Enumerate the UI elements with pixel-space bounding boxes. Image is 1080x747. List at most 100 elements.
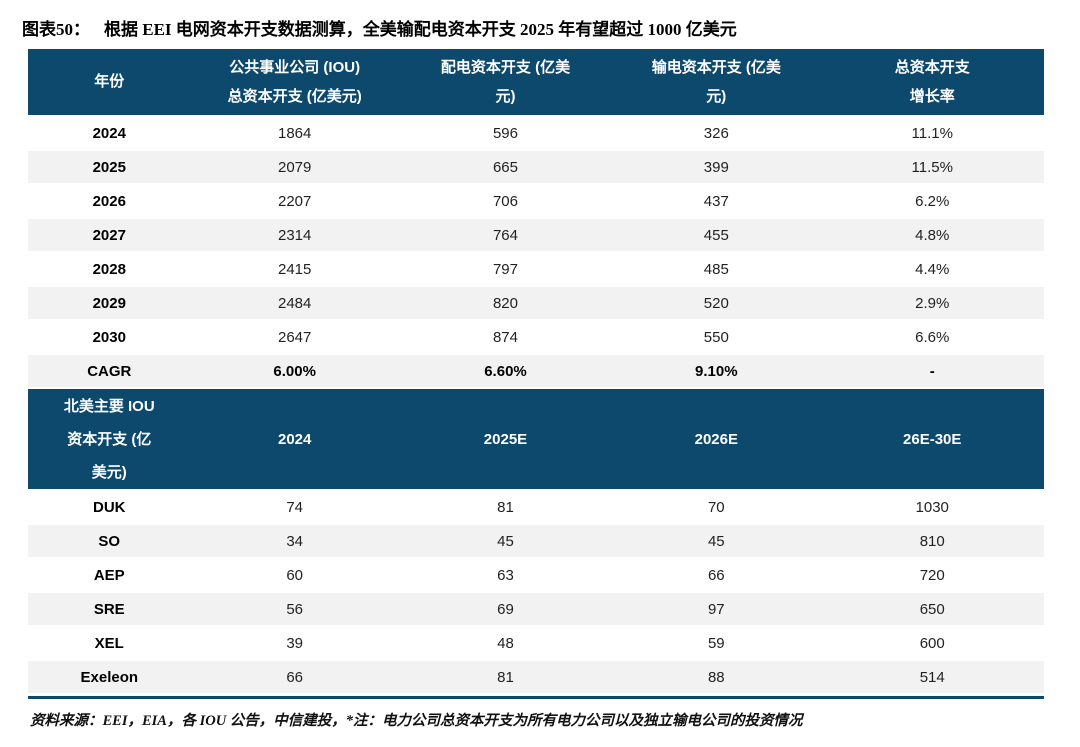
- table-bottom-rule: [28, 696, 1044, 699]
- cell-value: 2415: [190, 251, 399, 287]
- cell-value: 70: [612, 489, 821, 525]
- row-label: 2028: [28, 251, 191, 287]
- cell-value: 45: [398, 523, 613, 559]
- column-header: 北美主要 IOU 资本开支 (亿 美元): [28, 387, 191, 490]
- figure-title-text: 根据 EEI 电网资本开支数据测算，全美输配电资本开支 2025 年有望超过 1…: [104, 20, 737, 39]
- table-row: SRE 56 69 97 650: [28, 591, 1044, 627]
- cell-value: 4.4%: [820, 251, 1044, 287]
- cell-value: 69: [398, 591, 613, 627]
- cell-value: 596: [398, 115, 613, 151]
- cell-value: 1030: [820, 489, 1044, 525]
- cell-value: 4.8%: [820, 217, 1044, 253]
- row-label: 2026: [28, 183, 191, 219]
- cell-value: 88: [612, 659, 821, 695]
- cell-value: 60: [190, 557, 399, 593]
- cell-value: 34: [190, 523, 399, 559]
- cell-value: 514: [820, 659, 1044, 695]
- cell-value: 810: [820, 523, 1044, 559]
- table-row: 2027 2314 764 455 4.8%: [28, 217, 1044, 253]
- cell-value: 2.9%: [820, 285, 1044, 321]
- row-label: CAGR: [28, 353, 191, 389]
- cell-value: 874: [398, 319, 613, 355]
- cell-value: 2079: [190, 149, 399, 185]
- cell-value: 6.60%: [398, 353, 613, 389]
- column-header: 公共事业公司 (IOU) 总资本开支 (亿美元): [190, 49, 399, 116]
- cell-value: 66: [612, 557, 821, 593]
- row-label: 2025: [28, 149, 191, 185]
- cell-value: 820: [398, 285, 613, 321]
- cell-value: 2207: [190, 183, 399, 219]
- cell-value: 455: [612, 217, 821, 253]
- cell-value: 326: [612, 115, 821, 151]
- cell-value: 11.5%: [820, 149, 1044, 185]
- column-header: 配电资本开支 (亿美 元): [398, 49, 613, 116]
- cell-value: 97: [612, 591, 821, 627]
- table-row: XEL 39 48 59 600: [28, 625, 1044, 661]
- table-row: AEP 60 63 66 720: [28, 557, 1044, 593]
- column-header: 总资本开支 增长率: [820, 49, 1044, 116]
- figure-label: 图表50：: [22, 20, 90, 39]
- row-label: DUK: [28, 489, 191, 525]
- cell-value: 11.1%: [820, 115, 1044, 151]
- cell-value: 764: [398, 217, 613, 253]
- cell-value: 2314: [190, 217, 399, 253]
- cell-value: 650: [820, 591, 1044, 627]
- cell-value: 9.10%: [612, 353, 821, 389]
- row-label: 2029: [28, 285, 191, 321]
- table-row: 2025 2079 665 399 11.5%: [28, 149, 1044, 185]
- cell-value: 74: [190, 489, 399, 525]
- cell-value: 2647: [190, 319, 399, 355]
- cell-value: 56: [190, 591, 399, 627]
- row-label: SRE: [28, 591, 191, 627]
- cell-value: 48: [398, 625, 613, 661]
- cell-value: 81: [398, 659, 613, 695]
- cell-value: 59: [612, 625, 821, 661]
- table-row: 2028 2415 797 485 4.4%: [28, 251, 1044, 287]
- table-row: 2024 1864 596 326 11.1%: [28, 115, 1044, 151]
- cell-value: 665: [398, 149, 613, 185]
- table-row: Exeleon 66 81 88 514: [28, 659, 1044, 695]
- national-table-body: 2024 1864 596 326 11.1% 2025 2079 665 399 11.5% 20…: [28, 115, 1044, 389]
- row-label: SO: [28, 523, 191, 559]
- iou-table-body: DUK 74 81 70 1030 SO 34 45 45 810 AEP 60 63 66 720 SRE 5…: [28, 489, 1044, 695]
- cell-value: 550: [612, 319, 821, 355]
- cell-value: 81: [398, 489, 613, 525]
- row-label: 2030: [28, 319, 191, 355]
- column-header: 2024: [190, 387, 399, 490]
- table-row: 2030 2647 874 550 6.6%: [28, 319, 1044, 355]
- iou-table-header: 北美主要 IOU 资本开支 (亿 美元) 2024 2025E 2026E 26E-30…: [28, 387, 1044, 490]
- column-header: 输电资本开支 (亿美 元): [612, 49, 821, 116]
- cell-value: 66: [190, 659, 399, 695]
- cell-value: 6.00%: [190, 353, 399, 389]
- cell-value: 706: [398, 183, 613, 219]
- national-header-row: 年份 公共事业公司 (IOU) 总资本开支 (亿美元) 配电资本开支 (亿美 元) 输…: [28, 49, 1044, 116]
- cell-value: 1864: [190, 115, 399, 151]
- cell-value: 485: [612, 251, 821, 287]
- cell-value: 63: [398, 557, 613, 593]
- cell-value: 39: [190, 625, 399, 661]
- figure-title: 图表50： 根据 EEI 电网资本开支数据测算，全美输配电资本开支 2025 年有…: [0, 0, 1080, 40]
- column-header: 26E-30E: [820, 387, 1044, 490]
- cell-value: 720: [820, 557, 1044, 593]
- cell-value: 399: [612, 149, 821, 185]
- cell-value: 437: [612, 183, 821, 219]
- cell-value: 45: [612, 523, 821, 559]
- table-row: SO 34 45 45 810: [28, 523, 1044, 559]
- national-table-header: 年份 公共事业公司 (IOU) 总资本开支 (亿美元) 配电资本开支 (亿美 元) 输…: [28, 49, 1044, 116]
- cell-value: 600: [820, 625, 1044, 661]
- capex-table: 年份 公共事业公司 (IOU) 总资本开支 (亿美元) 配电资本开支 (亿美 元) 输…: [28, 49, 1044, 695]
- table-row: CAGR 6.00% 6.60% 9.10% -: [28, 353, 1044, 389]
- row-label: XEL: [28, 625, 191, 661]
- iou-header-row: 北美主要 IOU 资本开支 (亿 美元) 2024 2025E 2026E 26E-30…: [28, 387, 1044, 490]
- cell-value: -: [820, 353, 1044, 389]
- table-row: DUK 74 81 70 1030: [28, 489, 1044, 525]
- row-label: 2024: [28, 115, 191, 151]
- column-header: 2025E: [398, 387, 613, 490]
- cell-value: 6.6%: [820, 319, 1044, 355]
- row-label: Exeleon: [28, 659, 191, 695]
- cell-value: 6.2%: [820, 183, 1044, 219]
- table-row: 2026 2207 706 437 6.2%: [28, 183, 1044, 219]
- column-header: 2026E: [612, 387, 821, 490]
- row-label: AEP: [28, 557, 191, 593]
